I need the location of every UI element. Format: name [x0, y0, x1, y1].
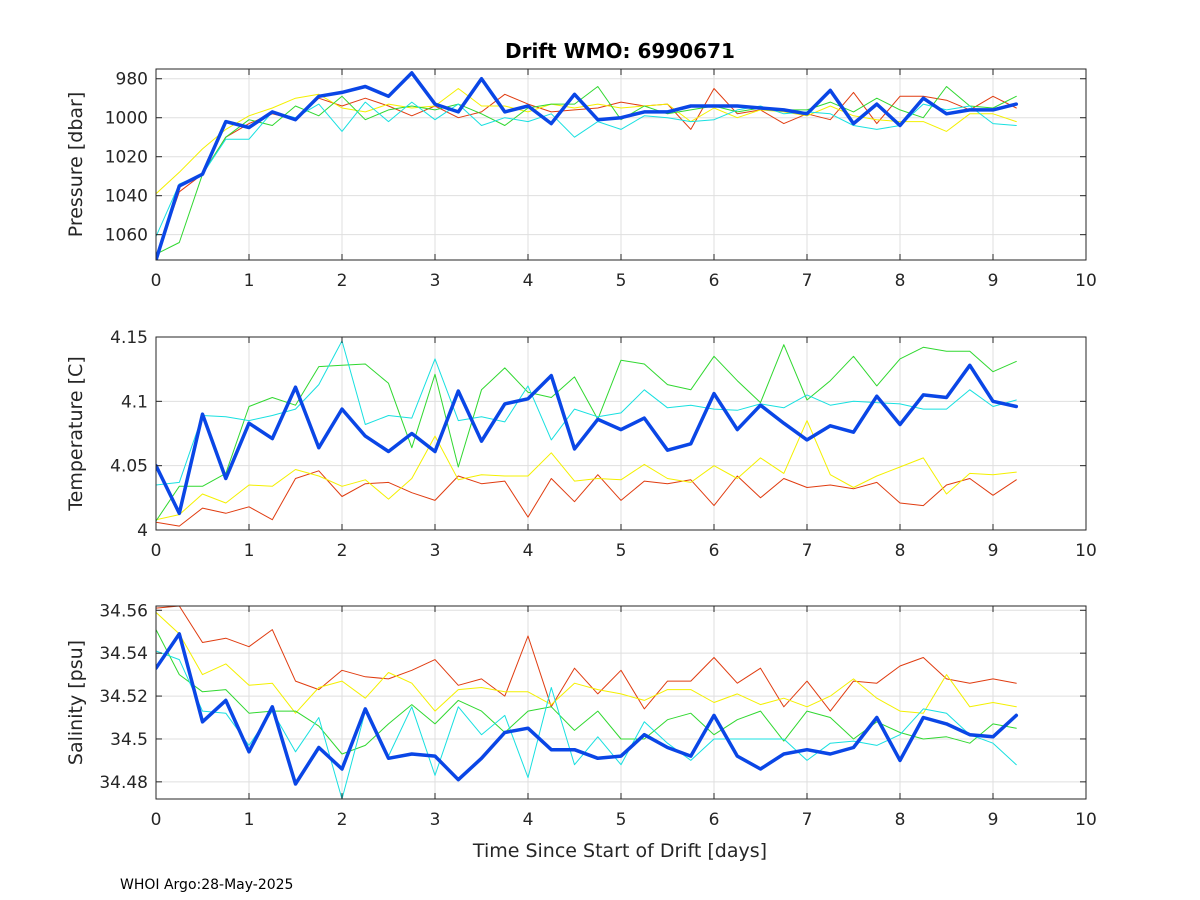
- salinity-x-tick-label: 5: [616, 810, 627, 830]
- temperature-y-axis-label: Temperature [C]: [65, 356, 87, 512]
- pressure-y-tick-label: 1040: [105, 187, 148, 207]
- salinity-x-tick-label: 3: [430, 810, 441, 830]
- temperature-x-tick-label: 4: [523, 541, 534, 561]
- salinity-y-tick-label: 34.48: [99, 773, 148, 793]
- pressure-x-tick-label: 7: [802, 271, 813, 291]
- pressure-y-tick-label: 1060: [105, 226, 148, 246]
- temperature-series-group: [156, 340, 1019, 527]
- salinity-series-blue-line: [156, 632, 1019, 786]
- temperature-series-yellow-line: [156, 420, 1017, 521]
- salinity-y-axis-label: Salinity [psu]: [65, 640, 87, 765]
- salinity-series-cyan-line: [156, 650, 1017, 799]
- temperature-y-tick-label: 4.1: [121, 392, 148, 412]
- pressure-x-tick-label: 9: [988, 271, 999, 291]
- salinity-x-tick-label: 10: [1075, 810, 1097, 830]
- salinity-series-yellow-line: [156, 611, 1017, 714]
- temperature-series-blue-line: [156, 363, 1019, 516]
- pressure-x-tick-label: 3: [430, 271, 441, 291]
- pressure-x-tick-label: 8: [895, 271, 906, 291]
- salinity-axes: 0 1 2 3 4 5 6 7 8 9 10 34.48 34.5 34.52 34.54 34.56 Sali…: [65, 601, 1097, 830]
- salinity-x-tick-label: 1: [244, 810, 255, 830]
- salinity-y-tick-label: 34.5: [110, 730, 148, 750]
- temperature-y-tick-label: 4.15: [110, 328, 148, 348]
- pressure-x-tick-label: 10: [1075, 271, 1097, 291]
- temperature-y-tick-label: 4.05: [110, 457, 148, 477]
- pressure-series-green-line: [156, 86, 1017, 255]
- pressure-series-group: [156, 71, 1019, 260]
- pressure-x-tick-label: 6: [709, 271, 720, 291]
- pressure-y-tick-label: 1020: [105, 148, 148, 168]
- salinity-x-tick-label: 0: [151, 810, 162, 830]
- pressure-x-tick-label: 2: [337, 271, 348, 291]
- x-axis-label: Time Since Start of Drift [days]: [472, 840, 767, 862]
- salinity-x-tick-label: 9: [988, 810, 999, 830]
- salinity-y-tick-label: 34.54: [99, 644, 148, 664]
- footer-credit: WHOI Argo:28-May-2025: [120, 877, 293, 893]
- temperature-x-tick-label: 8: [895, 541, 906, 561]
- pressure-x-tick-label: 5: [616, 271, 627, 291]
- salinity-series-group: [156, 606, 1019, 799]
- figure-title: Drift WMO: 6990671: [505, 39, 735, 63]
- temperature-x-tick-label: 6: [709, 541, 720, 561]
- temperature-x-tick-label: 10: [1075, 541, 1097, 561]
- temperature-y-tick-label: 4: [137, 521, 148, 541]
- temperature-x-tick-label: 1: [244, 541, 255, 561]
- salinity-x-tick-label: 2: [337, 810, 348, 830]
- salinity-series-red-line: [156, 606, 1017, 712]
- temperature-x-tick-label: 9: [988, 541, 999, 561]
- pressure-axes: 0 1 2 3 4 5 6 7 8 9 10 980 1000 1020 1040 1060 Pressure …: [65, 68, 1097, 291]
- temperature-x-tick-label: 2: [337, 541, 348, 561]
- salinity-x-tick-label: 7: [802, 810, 813, 830]
- salinity-y-tick-label: 34.52: [99, 687, 148, 707]
- temperature-series-red-line: [156, 470, 1017, 527]
- salinity-x-tick-label: 8: [895, 810, 906, 830]
- pressure-x-tick-label: 1: [244, 271, 255, 291]
- pressure-series-blue-line: [156, 71, 1019, 260]
- temperature-x-tick-label: 0: [151, 541, 162, 561]
- pressure-y-axis-label: Pressure [dbar]: [65, 92, 87, 238]
- pressure-x-tick-label: 4: [523, 271, 534, 291]
- pressure-y-tick-label: 1000: [105, 109, 148, 129]
- temperature-x-tick-label: 5: [616, 541, 627, 561]
- salinity-x-tick-label: 4: [523, 810, 534, 830]
- pressure-y-tick-label: 980: [116, 70, 148, 90]
- temperature-x-tick-label: 7: [802, 541, 813, 561]
- temperature-axes: 0 1 2 3 4 5 6 7 8 9 10 4 4.05 4.1 4.15 Temperature [C]: [65, 328, 1097, 561]
- temperature-x-tick-label: 3: [430, 541, 441, 561]
- pressure-x-tick-label: 0: [151, 271, 162, 291]
- salinity-y-tick-label: 34.56: [99, 601, 148, 621]
- salinity-x-tick-label: 6: [709, 810, 720, 830]
